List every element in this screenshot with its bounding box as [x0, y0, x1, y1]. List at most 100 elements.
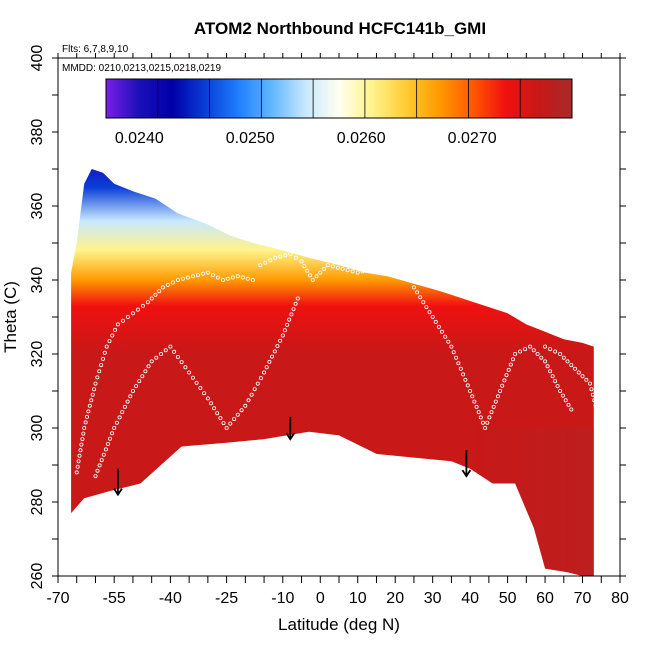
track-sample-point	[493, 399, 498, 404]
track-sample-point	[230, 275, 235, 280]
plot-area	[71, 169, 615, 576]
track-sample-point	[345, 268, 350, 273]
track-sample-point	[427, 310, 432, 315]
track-sample-point	[489, 410, 494, 415]
track-sample-point	[605, 456, 610, 461]
track-sample-point	[83, 420, 88, 425]
track-sample-point	[163, 348, 168, 353]
track-sample-point	[282, 328, 287, 333]
track-sample-point	[287, 317, 292, 322]
track-sample-point	[411, 285, 416, 290]
track-sample-point	[263, 260, 268, 265]
track-sample-point	[273, 255, 278, 260]
track-sample-point	[424, 305, 429, 310]
track-sample-point	[262, 370, 267, 375]
track-sample-point	[125, 399, 130, 404]
track-sample-point	[310, 277, 315, 282]
track-sample-point	[463, 377, 468, 382]
track-sample-point	[235, 412, 240, 417]
track-sample-point	[291, 307, 296, 312]
track-sample-point	[607, 469, 612, 474]
profile-arrows	[113, 416, 472, 497]
track-sample-point	[454, 355, 459, 360]
track-sample-point	[185, 275, 190, 280]
y-tick-label: 280	[29, 489, 46, 516]
track-sample-point	[563, 398, 568, 403]
chart-title: ATOM2 Northbound HCFC141b_GMI	[194, 19, 486, 38]
track-sample-point	[220, 277, 225, 282]
track-sample-point	[82, 425, 87, 430]
track-sample-point	[610, 499, 615, 504]
track-sample-point	[175, 277, 180, 282]
track-sample-point	[78, 448, 83, 453]
track-sample-point	[601, 438, 606, 443]
track-sample-point	[592, 398, 597, 403]
track-sample-point	[472, 399, 477, 404]
track-sample-point	[330, 264, 335, 269]
track-sample-point	[137, 379, 142, 384]
concentration-field	[71, 169, 594, 576]
track-sample-point	[365, 268, 370, 273]
track-sample-point	[81, 431, 86, 436]
track-sample-point	[543, 359, 548, 364]
track-sample-point	[295, 296, 300, 301]
track-sample-point	[451, 350, 456, 355]
flight-tracks	[74, 252, 615, 504]
track-sample-point	[102, 350, 107, 355]
track-sample-point	[385, 263, 390, 268]
track-sample-point	[506, 367, 511, 372]
track-sample-point	[561, 355, 566, 360]
track-sample-point	[110, 333, 115, 338]
track-sample-point	[293, 301, 298, 306]
track-sample-point	[89, 398, 94, 403]
track-sample-point	[146, 364, 151, 369]
track-sample-point	[500, 383, 505, 388]
track-sample-point	[245, 276, 250, 281]
track-sample-point	[149, 359, 154, 364]
track-sample-point	[498, 388, 503, 393]
track-sample-point	[117, 415, 122, 420]
track-sample-point	[128, 394, 133, 399]
track-sample-point	[232, 417, 237, 422]
track-sample-point	[104, 344, 109, 349]
track-sample-point	[395, 270, 400, 275]
track-sample-point	[246, 398, 251, 403]
track-sample-point	[584, 377, 589, 382]
track-sample-point	[76, 459, 81, 464]
y-tick-label: 340	[29, 267, 46, 294]
track-sample-point	[360, 269, 365, 274]
track-sample-point	[370, 266, 375, 271]
track-sample-point	[107, 339, 112, 344]
dates-note: MMDD: 0210,0213,0215,0218,0219	[62, 63, 221, 74]
colorbar-tick-label: 0.0270	[448, 130, 497, 147]
y-tick-label: 360	[29, 193, 46, 220]
x-tick-label: -25	[215, 590, 238, 607]
track-sample-point	[483, 425, 488, 430]
track-sample-point	[443, 334, 448, 339]
track-sample-point	[590, 392, 595, 397]
track-sample-point	[264, 365, 269, 370]
track-sample-point	[158, 351, 163, 356]
track-sample-point	[418, 295, 423, 300]
track-sample-point	[205, 270, 210, 275]
track-sample-point	[325, 263, 330, 268]
colorbar-scale	[105, 78, 573, 119]
track-sample-point	[97, 369, 102, 374]
colorbar-tick-label: 0.0240	[115, 130, 164, 147]
track-sample-point	[183, 365, 188, 370]
track-sample-point	[252, 387, 257, 392]
x-tick-label: -70	[46, 590, 69, 607]
track-sample-point	[249, 392, 254, 397]
flight-track	[411, 285, 574, 430]
track-sample-point	[235, 274, 240, 279]
track-sample-point	[606, 462, 611, 467]
track-sample-point	[130, 388, 135, 393]
track-sample-point	[299, 259, 304, 264]
track-sample-point	[293, 255, 298, 260]
track-sample-point	[135, 307, 140, 312]
track-sample-point	[79, 442, 84, 447]
track-sample-point	[502, 378, 507, 383]
track-sample-point	[528, 344, 533, 349]
track-sample-point	[589, 387, 594, 392]
track-sample-point	[172, 349, 177, 354]
